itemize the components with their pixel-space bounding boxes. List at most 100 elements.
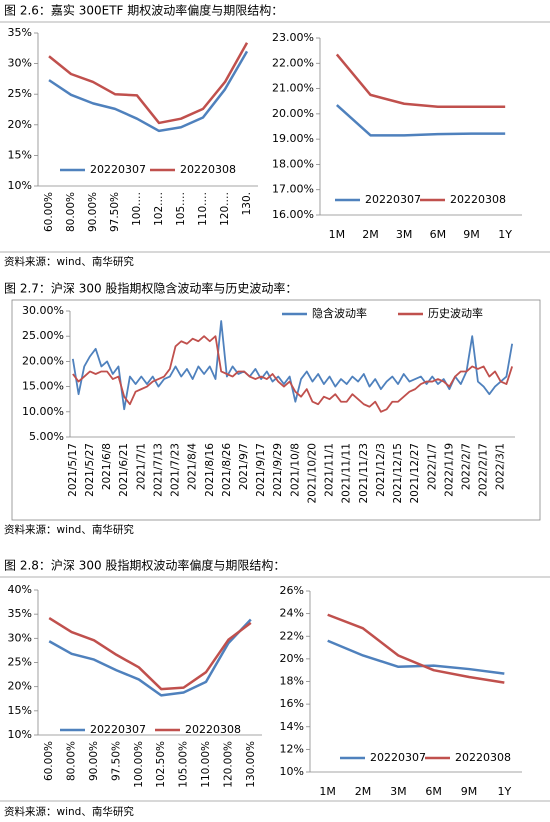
- y-tick-label: 17.00%: [272, 183, 314, 196]
- series-line: [72, 335, 514, 413]
- x-tick-label: 2021/8/4: [187, 443, 199, 490]
- x-tick-label: 105.…: [175, 192, 187, 226]
- y-tick-label: 10%: [8, 728, 32, 741]
- y-tick-label: 20%: [8, 680, 32, 693]
- series-line: [71, 320, 514, 411]
- x-tick-label: 2021/9/7: [238, 443, 250, 490]
- figure-caption: 图 2.6：嘉实 300ETF 期权波动率偏度与期限结构：: [4, 3, 283, 18]
- x-tick-label: 2021/10/8: [289, 443, 301, 497]
- x-tick-label: 105.00%: [178, 741, 190, 788]
- legend-label: 历史波动率: [428, 306, 483, 320]
- series-line: [335, 104, 506, 137]
- x-tick-label: 2022/2/17: [478, 443, 490, 497]
- x-tick-label: 120.…: [219, 192, 231, 226]
- x-tick-label: 60.00%: [43, 741, 55, 781]
- y-tick-label: 5.00%: [29, 430, 64, 443]
- legend-label: 20220307: [365, 193, 421, 206]
- y-tick-label: 15%: [8, 148, 32, 161]
- x-tick-label: 1M: [319, 785, 336, 798]
- x-tick-label: 2021/11/1: [324, 443, 336, 497]
- x-tick-label: 2021/12/3: [375, 443, 387, 497]
- x-tick-label: 2022/1/19: [443, 443, 455, 497]
- y-tick-label: 16%: [280, 697, 304, 710]
- series-line: [48, 618, 252, 697]
- y-tick-label: 23.00%: [272, 31, 314, 44]
- x-tick-label: 2021/9/29: [272, 443, 284, 497]
- y-tick-label: 16.00%: [272, 208, 314, 221]
- x-tick-label: 110.00%: [200, 741, 212, 788]
- legend-label: 20220307: [370, 751, 426, 764]
- x-tick-label: 60.00%: [43, 192, 55, 232]
- y-tick-label: 40%: [8, 583, 32, 596]
- y-tick-label: 20%: [8, 118, 32, 131]
- y-tick-label: 22.00%: [272, 56, 314, 69]
- series-line: [48, 50, 249, 133]
- x-tick-label: 102.…: [153, 192, 165, 226]
- legend-label: 隐含波动率: [312, 306, 367, 320]
- x-tick-label: 2021/8/16: [204, 443, 216, 497]
- x-tick-label: 2021/12/15: [392, 443, 404, 504]
- x-tick-label: 102.50%: [155, 741, 167, 788]
- x-tick-label: 2021/6/8: [101, 443, 113, 490]
- x-tick-label: 1Y: [497, 785, 511, 798]
- y-tick-label: 25%: [8, 656, 32, 669]
- x-tick-label: 6M: [425, 785, 442, 798]
- figure-caption: 图 2.8：沪深 300 股指期权波动率偏度与期限结构：: [4, 558, 285, 573]
- x-tick-label: 2M: [362, 228, 379, 241]
- x-tick-label: 2021/7/23: [170, 443, 182, 497]
- legend-label: 20220307: [90, 163, 146, 176]
- x-tick-label: 2022/3/1: [495, 443, 507, 490]
- x-tick-label: 100.00%: [133, 741, 145, 788]
- x-tick-label: 90.00%: [87, 192, 99, 232]
- y-tick-label: 20.00%: [22, 354, 64, 367]
- series-line: [327, 639, 505, 675]
- x-tick-label: 130.00%: [245, 741, 257, 788]
- x-tick-label: 80.00%: [66, 741, 78, 781]
- x-tick-label: 2021/8/26: [221, 443, 233, 497]
- x-tick-label: 120.00%: [222, 741, 234, 788]
- x-tick-label: 2021/5/17: [67, 443, 79, 497]
- x-tick-label: 2021/11/23: [358, 443, 370, 504]
- y-tick-label: 24%: [280, 607, 304, 620]
- y-tick-label: 19.00%: [272, 132, 314, 145]
- series-line: [335, 53, 506, 109]
- x-tick-label: 2022/2/7: [461, 443, 473, 490]
- x-tick-label: 1Y: [498, 228, 512, 241]
- y-tick-label: 10.00%: [22, 405, 64, 418]
- y-tick-label: 25%: [8, 87, 32, 100]
- figure-caption: 图 2.7：沪深 300 股指期权隐含波动率与历史波动率：: [4, 281, 297, 296]
- x-tick-label: 90.00%: [88, 741, 100, 781]
- legend-label: 20220307: [90, 723, 146, 736]
- y-tick-label: 25.00%: [22, 329, 64, 342]
- y-tick-label: 22%: [280, 629, 304, 642]
- legend-label: 20220308: [180, 163, 236, 176]
- x-tick-label: 130.: [241, 192, 253, 215]
- x-tick-label: 97.50%: [109, 192, 121, 232]
- chart-frame: [11, 299, 541, 521]
- y-tick-label: 26%: [280, 584, 304, 597]
- y-tick-label: 30.00%: [22, 304, 64, 317]
- x-tick-label: 9M: [461, 785, 478, 798]
- x-tick-label: 110.…: [197, 192, 209, 226]
- x-tick-label: 2021/11/11: [341, 443, 353, 504]
- y-tick-label: 10%: [280, 765, 304, 778]
- y-tick-label: 12%: [280, 742, 304, 755]
- y-tick-label: 30%: [8, 631, 32, 644]
- legend-label: 20220308: [450, 193, 506, 206]
- x-tick-label: 2021/7/1: [135, 443, 147, 490]
- y-tick-label: 15.00%: [22, 380, 64, 393]
- x-tick-label: 3M: [396, 228, 413, 241]
- x-tick-label: 2022/1/7: [426, 443, 438, 490]
- legend-label: 20220308: [185, 723, 241, 736]
- series-line: [48, 42, 249, 125]
- x-tick-label: 6M: [430, 228, 447, 241]
- y-tick-label: 21.00%: [272, 82, 314, 95]
- x-tick-label: 2021/5/27: [84, 443, 96, 497]
- series-line: [327, 613, 505, 684]
- x-tick-label: 80.00%: [65, 192, 77, 232]
- x-tick-label: 2021/9/17: [255, 443, 267, 497]
- figure-source: 资料来源：wind、南华研究: [4, 255, 134, 268]
- y-tick-label: 35%: [8, 26, 32, 39]
- x-tick-label: 2M: [355, 785, 372, 798]
